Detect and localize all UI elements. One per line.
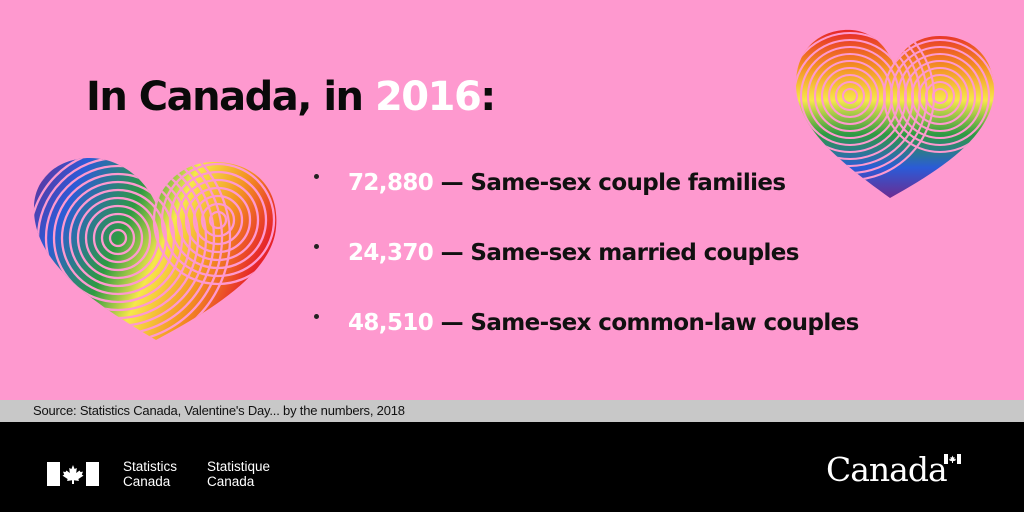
left-heart-icon [33, 157, 277, 340]
footer [0, 422, 1024, 512]
headline: In Canada, in 2016: [86, 74, 496, 120]
source-text: Source: Statistics Canada, Valentine's D… [33, 403, 405, 418]
headline-year: 2016 [374, 74, 482, 120]
canada-wordmark: Canada [826, 450, 948, 489]
stat-separator: — [433, 240, 471, 266]
agency-name-en: Statistics Canada [123, 459, 178, 489]
stat-label: Same-sex couple families [470, 170, 786, 196]
bullet-icon [314, 174, 319, 179]
stat-value: 72,880 [348, 170, 434, 196]
stat-separator: — [433, 310, 471, 336]
stat-separator: — [433, 170, 471, 196]
canada-wordmark-flag-icon [944, 454, 961, 464]
source-bar: Source: Statistics Canada, Valentine's D… [0, 400, 1024, 422]
stat-value: 48,510 [348, 310, 434, 336]
headline-prefix: In Canada, in [86, 74, 375, 120]
stat-label: Same-sex married couples [470, 240, 799, 266]
right-heart-icon [796, 29, 995, 198]
canada-flag-icon [47, 462, 99, 486]
bullet-icon [314, 244, 319, 249]
agency-name-fr: Statistique Canada [207, 459, 271, 489]
headline-suffix: : [480, 74, 496, 120]
stat-value: 24,370 [348, 240, 434, 266]
bullet-icon [314, 314, 319, 319]
stat-label: Same-sex common-law couples [470, 310, 859, 336]
